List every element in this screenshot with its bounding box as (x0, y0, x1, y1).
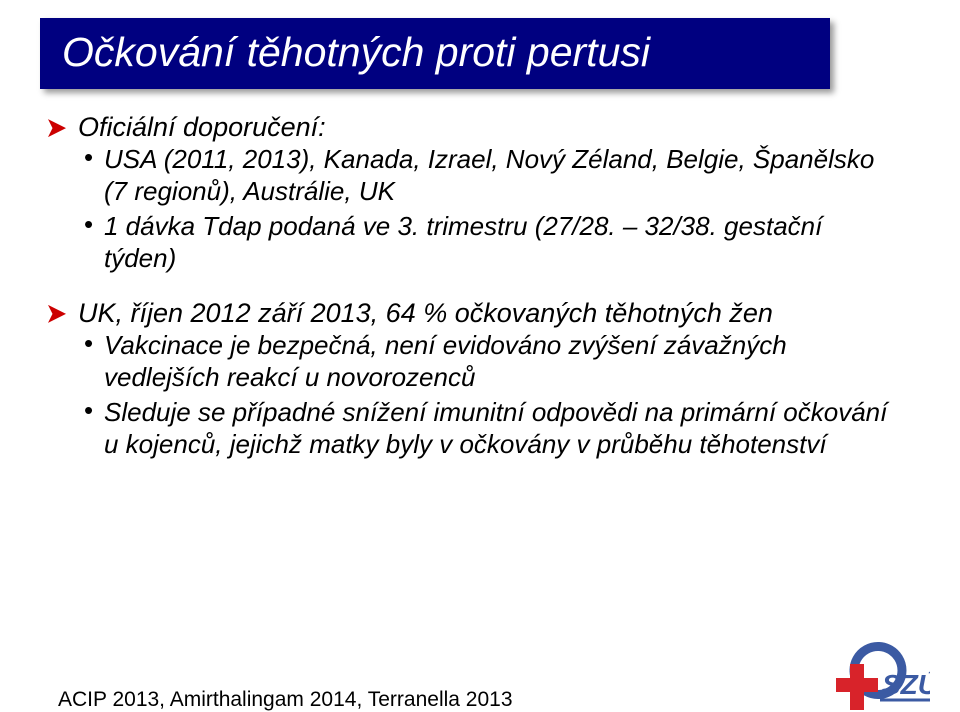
citation-footer: ACIP 2013, Amirthalingam 2014, Terranell… (58, 688, 513, 712)
bullet-text: Vakcinace je bezpečná, není evidováno zv… (104, 330, 787, 392)
bullet-text: Sleduje se případné snížení imunitní odp… (104, 397, 887, 459)
bullet-text: USA (2011, 2013), Kanada, Izrael, Nový Z… (104, 144, 874, 206)
slide-title-box: Očkování těhotných proti pertusi (40, 18, 830, 89)
bullet-level2: Vakcinace je bezpečná, není evidováno zv… (104, 330, 900, 393)
bullet-level1: Oficiální doporučení: USA (2011, 2013), … (78, 111, 900, 275)
slide-body: Oficiální doporučení: USA (2011, 2013), … (78, 111, 900, 461)
szu-logo: SZÚ (834, 634, 930, 712)
logo-text: SZÚ (882, 669, 930, 700)
bullet-level2: 1 dávka Tdap podaná ve 3. trimestru (27/… (104, 211, 900, 274)
bullet-level2: Sleduje se případné snížení imunitní odp… (104, 397, 900, 460)
bullet-text: 1 dávka Tdap podaná ve 3. trimestru (27/… (104, 211, 822, 273)
bullet-text: UK, říjen 2012 září 2013, 64 % očkovanýc… (78, 298, 773, 328)
bullet-level2: USA (2011, 2013), Kanada, Izrael, Nový Z… (104, 144, 900, 207)
slide-title: Očkování těhotných proti pertusi (62, 29, 650, 75)
logo-cross-icon (836, 664, 878, 710)
bullet-text: Oficiální doporučení: (78, 112, 326, 142)
bullet-level1: UK, říjen 2012 září 2013, 64 % očkovanýc… (78, 297, 900, 461)
